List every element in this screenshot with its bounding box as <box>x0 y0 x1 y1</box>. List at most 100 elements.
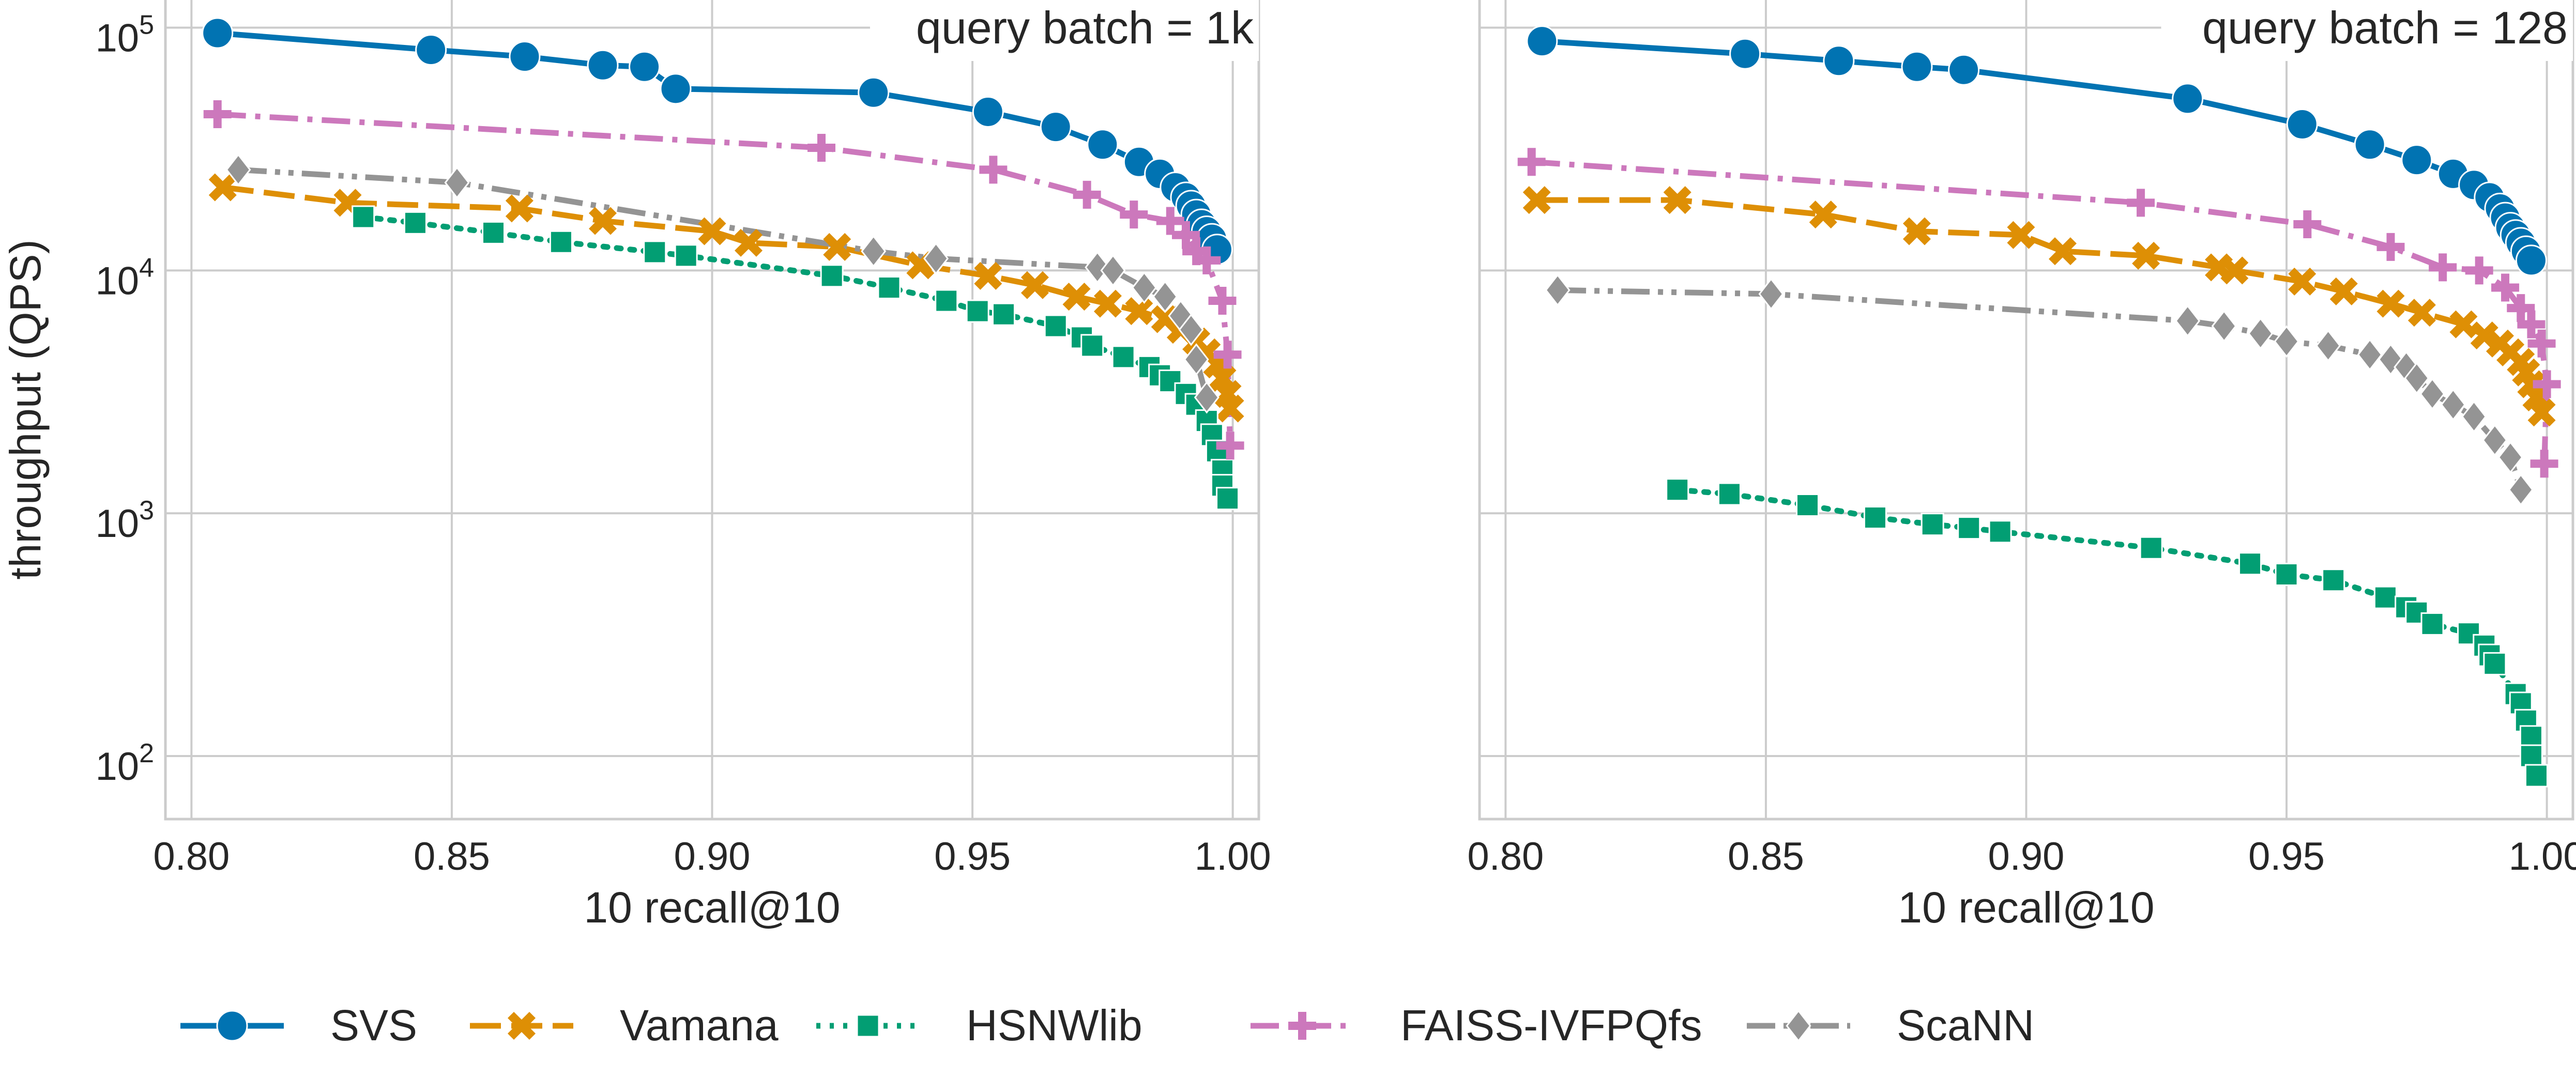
data-point-svs <box>202 17 234 49</box>
series-markers-hsnwlib <box>352 205 1240 511</box>
data-point-hsnwlib <box>2238 552 2262 576</box>
x-axis-label: 10 recall@10 <box>584 883 840 932</box>
plot-frame <box>164 0 1260 821</box>
data-point-svs <box>972 96 1004 128</box>
data-point-svs <box>2172 83 2204 115</box>
tick-exponent: 3 <box>139 496 154 526</box>
data-point-scann <box>2404 362 2430 395</box>
tick-base: 10 <box>96 259 140 303</box>
data-point-hsnwlib <box>674 244 698 268</box>
legend-marker <box>1786 1009 1811 1042</box>
data-point-hsnwlib <box>2519 744 2543 768</box>
data-point-vamana <box>1902 217 1931 245</box>
data-point-scann <box>2508 473 2534 506</box>
series-line-faiss-ivfpqfs <box>217 111 1233 446</box>
data-point-hsnwlib <box>1044 314 1068 338</box>
data-point-hsnwlib <box>2420 612 2444 636</box>
data-point-scann <box>2175 304 2201 337</box>
data-point-faiss-ivfpqfs <box>1208 287 1237 315</box>
data-point-scann <box>861 235 887 268</box>
x-tick-label: 0.90 <box>1988 835 2065 879</box>
y-tick-label: 103 <box>96 496 154 546</box>
data-point-vamana <box>1125 297 1153 326</box>
data-point-svs <box>1087 129 1119 161</box>
tick-base: 10 <box>96 745 140 789</box>
legend-entry-svs: SVS <box>180 1001 417 1050</box>
data-point-hsnwlib <box>1988 520 2012 544</box>
series-markers-scann <box>1545 273 2534 506</box>
data-point-svs <box>1040 111 1072 143</box>
data-point-vamana <box>2007 221 2035 249</box>
data-point-hsnwlib <box>966 299 989 323</box>
data-point-vamana <box>1216 394 1244 423</box>
data-point-scann <box>1194 381 1220 414</box>
data-point-scann <box>2211 310 2237 343</box>
legend-entry-scann: ScaNN <box>1747 1001 2034 1050</box>
data-point-faiss-ivfpqfs <box>2127 189 2155 217</box>
panel-title-box <box>870 0 1259 61</box>
data-point-faiss-ivfpqfs <box>2429 253 2457 282</box>
y-tick-label: 105 <box>96 10 154 60</box>
tick-base: 10 <box>96 502 140 546</box>
data-point-scann <box>2482 424 2508 457</box>
data-point-vamana <box>1663 186 1691 214</box>
data-point-hsnwlib <box>482 221 505 244</box>
legend-marker <box>507 1011 536 1040</box>
data-point-vamana <box>823 233 851 261</box>
data-point-scann <box>2315 329 2341 362</box>
legend: SVS Vamana HSNWlib FAISS-IVFPQfs ScaNN <box>180 1001 2034 1050</box>
legend-marker <box>216 1010 248 1042</box>
data-point-svs <box>2354 129 2386 161</box>
data-point-svs <box>1729 38 1761 70</box>
x-tick-label: 0.95 <box>934 835 1011 879</box>
data-point-hsnwlib <box>1863 506 1887 530</box>
data-point-vamana <box>734 228 763 257</box>
data-point-hsnwlib <box>2322 568 2345 592</box>
data-point-svs <box>2515 244 2547 276</box>
panel-title: query batch = 128 <box>2202 2 2568 53</box>
data-point-hsnwlib <box>935 289 958 313</box>
data-point-vamana <box>208 173 237 202</box>
x-tick-label: 0.85 <box>414 835 490 879</box>
data-point-faiss-ivfpqfs <box>807 134 835 162</box>
data-point-faiss-ivfpqfs <box>979 156 1008 184</box>
series-markers-hsnwlib <box>1666 478 2548 788</box>
data-point-scann <box>1183 343 1209 376</box>
series-line-scann <box>1558 287 2524 491</box>
data-point-svs <box>1948 54 1980 86</box>
data-point-hsnwlib <box>1666 478 1689 502</box>
data-point-faiss-ivfpqfs <box>2491 273 2520 302</box>
x-tick-label: 1.00 <box>2509 835 2576 879</box>
data-point-faiss-ivfpqfs <box>2465 256 2493 285</box>
x-tick-label: 0.95 <box>2248 835 2325 879</box>
chart-panel-2: 0.80 0.85 0.90 0.95 1.00 10 recall@10 query ba… <box>1467 0 2576 932</box>
data-point-hsnwlib <box>2519 725 2543 749</box>
data-point-vamana <box>1062 283 1091 311</box>
data-point-svs <box>2286 108 2318 140</box>
tick-exponent: 5 <box>139 10 154 40</box>
data-point-vamana <box>974 261 1002 290</box>
series-markers-svs <box>1526 25 2547 276</box>
series-markers-vamana <box>1522 186 2556 427</box>
data-point-vamana <box>2376 289 2405 318</box>
data-point-vamana <box>2449 310 2478 338</box>
legend-marker <box>856 1014 880 1038</box>
legend-entry-hsnwlib: HSNWlib <box>816 1001 1142 1050</box>
plot-frame <box>1478 0 2574 821</box>
data-point-svs <box>2401 144 2433 176</box>
data-point-faiss-ivfpqfs <box>1172 221 1200 249</box>
data-point-svs <box>1823 45 1855 77</box>
legend-label: HSNWlib <box>966 1001 1142 1050</box>
data-point-hsnwlib <box>1920 513 1944 536</box>
tick-exponent: 4 <box>139 253 154 283</box>
panel-title-box <box>2161 0 2573 61</box>
data-point-faiss-ivfpqfs <box>2507 294 2535 322</box>
data-point-vamana <box>1809 201 1837 229</box>
data-point-faiss-ivfpqfs <box>1193 246 1221 274</box>
data-point-faiss-ivfpqfs <box>2530 450 2558 478</box>
panel-title: query batch = 1k <box>916 2 1254 53</box>
data-point-faiss-ivfpqfs <box>1213 341 1242 369</box>
data-point-vamana <box>2132 241 2160 270</box>
